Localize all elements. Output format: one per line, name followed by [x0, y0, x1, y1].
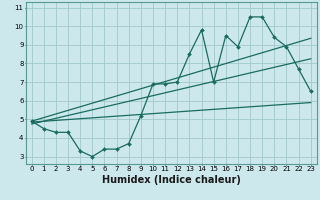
X-axis label: Humidex (Indice chaleur): Humidex (Indice chaleur) [102, 175, 241, 185]
